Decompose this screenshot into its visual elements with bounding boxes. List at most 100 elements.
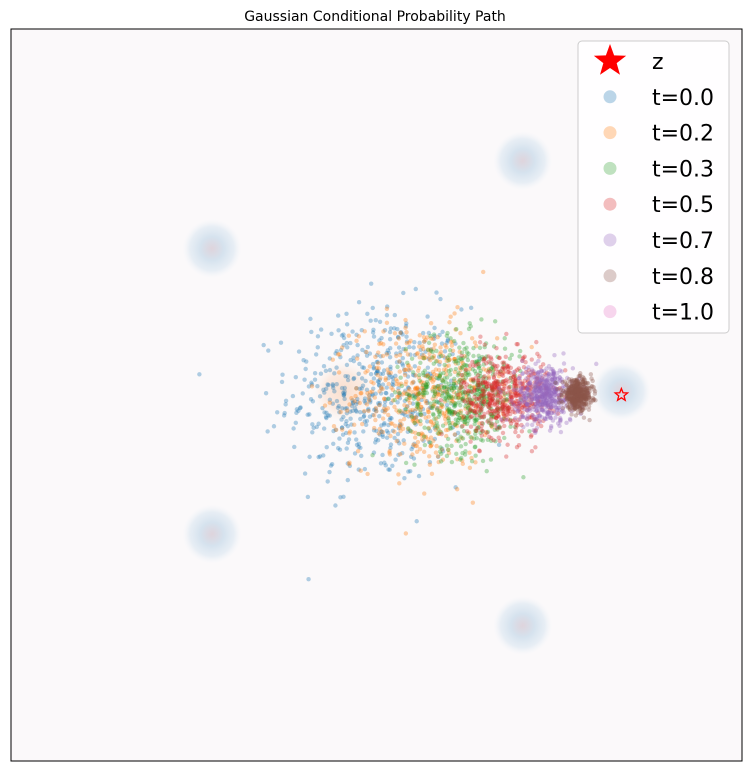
scatter-point <box>346 437 352 442</box>
scatter-point <box>424 399 430 404</box>
scatter-point <box>465 429 470 434</box>
scatter-point <box>371 366 376 371</box>
scatter-point <box>591 385 596 390</box>
scatter-point <box>549 396 554 401</box>
scatter-point <box>405 409 410 415</box>
scatter-point <box>392 397 397 403</box>
scatter-point <box>457 388 462 394</box>
scatter-point <box>500 401 506 407</box>
scatter-point <box>472 445 478 450</box>
scatter-point <box>386 412 391 418</box>
scatter-point <box>461 340 466 346</box>
scatter-point <box>415 389 421 394</box>
scatter-point <box>390 463 395 469</box>
scatter-point <box>380 386 385 392</box>
scatter-point <box>478 404 483 409</box>
scatter-point <box>339 333 345 338</box>
scatter-point <box>445 408 450 413</box>
scatter-point <box>282 410 287 416</box>
scatter-point <box>386 350 392 356</box>
scatter-point <box>463 368 468 373</box>
scatter-point <box>323 386 329 391</box>
scatter-point <box>463 363 469 368</box>
scatter-point <box>360 383 366 388</box>
scatter-point <box>411 345 416 350</box>
scatter-point <box>398 392 403 397</box>
scatter-point <box>485 437 491 442</box>
scatter-point <box>430 389 435 394</box>
scatter-point <box>434 443 439 449</box>
scatter-point <box>458 356 464 361</box>
scatter-point <box>474 359 479 364</box>
scatter-point <box>431 332 437 337</box>
scatter-point <box>357 361 362 367</box>
scatter-point <box>517 400 522 406</box>
scatter-point <box>529 415 535 420</box>
scatter-point <box>444 358 449 364</box>
scatter-point <box>436 391 441 397</box>
scatter-point <box>387 450 392 455</box>
scatter-point <box>328 463 334 468</box>
scatter-point <box>352 406 358 411</box>
scatter-point <box>473 371 479 377</box>
scatter-point <box>474 428 479 433</box>
scatter-point <box>338 355 343 360</box>
scatter-point <box>351 358 357 364</box>
scatter-point <box>495 413 501 419</box>
scatter-point <box>353 408 359 413</box>
scatter-point <box>517 374 522 379</box>
scatter-point <box>416 390 422 396</box>
scatter-point <box>371 425 377 431</box>
scatter-point <box>460 461 466 467</box>
scatter-point <box>368 398 373 403</box>
scatter-point <box>422 442 428 448</box>
scatter-point <box>511 402 517 407</box>
scatter-point <box>442 362 447 368</box>
scatter-point <box>434 348 439 354</box>
scatter-point <box>475 402 480 408</box>
scatter-point <box>419 352 425 357</box>
scatter-point <box>491 411 497 416</box>
scatter-point <box>480 380 486 385</box>
scatter-point <box>460 379 465 384</box>
scatter-point <box>462 416 468 422</box>
scatter-point <box>485 402 490 407</box>
scatter-point <box>574 381 580 387</box>
scatter-point <box>442 384 447 389</box>
scatter-point <box>546 371 552 377</box>
scatter-point <box>400 426 406 432</box>
scatter-point <box>436 414 441 420</box>
scatter-point <box>529 357 534 362</box>
scatter-point <box>398 330 403 336</box>
scatter-point <box>563 403 569 409</box>
scatter-point <box>522 407 527 412</box>
scatter-point <box>471 401 476 407</box>
scatter-point <box>426 330 432 336</box>
scatter-point <box>557 408 562 413</box>
scatter-point <box>546 381 551 386</box>
scatter-point <box>457 349 462 355</box>
scatter-point <box>332 371 337 376</box>
scatter-point <box>524 407 529 413</box>
scatter-point <box>535 385 541 391</box>
scatter-point <box>486 401 492 406</box>
scatter-point <box>516 376 521 381</box>
scatter-point <box>416 392 421 397</box>
scatter-point <box>421 394 426 400</box>
scatter-point <box>513 376 519 381</box>
scatter-point <box>446 368 451 374</box>
scatter-point <box>543 386 548 391</box>
scatter-point <box>407 393 412 398</box>
scatter-point <box>573 413 579 418</box>
scatter-point <box>517 417 523 422</box>
scatter-point <box>432 336 437 341</box>
scatter-point <box>431 421 437 426</box>
scatter-point <box>528 392 533 397</box>
scatter-point <box>464 354 470 359</box>
scatter-point <box>476 396 481 401</box>
scatter-point <box>468 305 474 311</box>
scatter-point <box>542 417 548 422</box>
scatter-point <box>436 383 441 389</box>
scatter-point <box>439 402 445 407</box>
scatter-points <box>197 269 599 582</box>
